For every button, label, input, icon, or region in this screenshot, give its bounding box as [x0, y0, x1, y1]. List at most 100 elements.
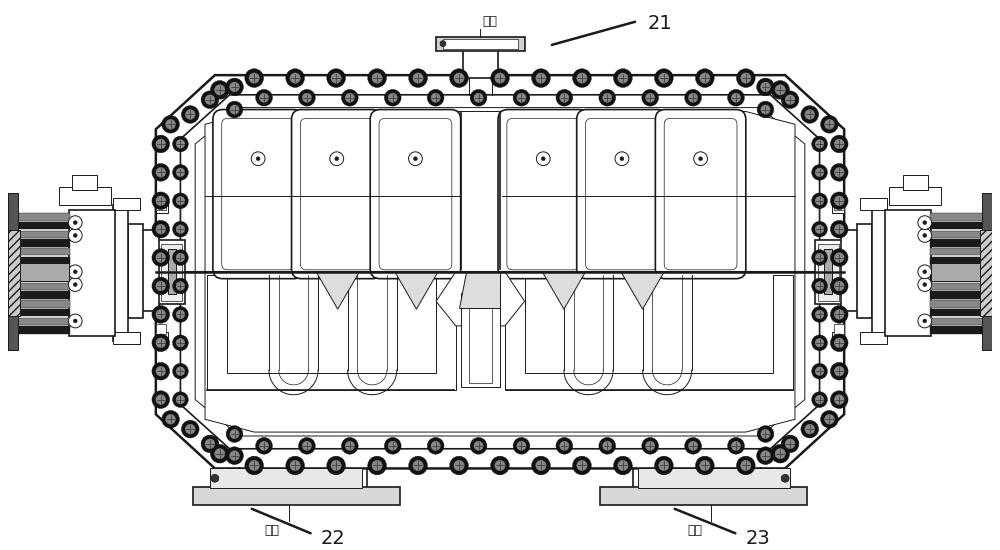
- Circle shape: [230, 430, 239, 439]
- Circle shape: [918, 278, 932, 292]
- Circle shape: [173, 136, 188, 152]
- Bar: [889, 187, 941, 205]
- Circle shape: [156, 196, 166, 206]
- Circle shape: [781, 474, 789, 482]
- Bar: [638, 469, 790, 488]
- Bar: [156, 200, 166, 210]
- Circle shape: [834, 366, 844, 376]
- Polygon shape: [395, 272, 438, 309]
- Circle shape: [830, 249, 848, 266]
- Bar: [832, 201, 844, 213]
- Circle shape: [541, 157, 545, 161]
- Bar: [832, 332, 844, 344]
- Circle shape: [302, 93, 312, 102]
- Circle shape: [761, 451, 770, 460]
- Bar: [18, 263, 69, 280]
- Circle shape: [68, 216, 82, 229]
- Circle shape: [256, 437, 272, 454]
- Circle shape: [156, 252, 166, 262]
- Polygon shape: [195, 108, 805, 436]
- FancyBboxPatch shape: [586, 118, 658, 270]
- Bar: [885, 210, 931, 336]
- Circle shape: [245, 456, 264, 475]
- Circle shape: [427, 437, 444, 454]
- Circle shape: [152, 192, 170, 210]
- Circle shape: [736, 69, 755, 87]
- Bar: [930, 230, 984, 238]
- Circle shape: [156, 139, 166, 149]
- Bar: [156, 324, 166, 334]
- Bar: [158, 240, 185, 304]
- Bar: [113, 205, 128, 340]
- Circle shape: [176, 225, 185, 234]
- Circle shape: [156, 366, 166, 376]
- Circle shape: [757, 101, 774, 118]
- Circle shape: [409, 456, 427, 475]
- FancyBboxPatch shape: [379, 118, 452, 270]
- Circle shape: [156, 395, 166, 404]
- Circle shape: [805, 109, 815, 119]
- Circle shape: [368, 456, 386, 475]
- Circle shape: [73, 221, 77, 224]
- Circle shape: [68, 265, 82, 279]
- Circle shape: [450, 456, 468, 475]
- Circle shape: [409, 69, 427, 87]
- Bar: [815, 240, 842, 304]
- Circle shape: [923, 319, 927, 323]
- Bar: [980, 229, 992, 316]
- Circle shape: [812, 335, 827, 351]
- Circle shape: [821, 410, 838, 428]
- Circle shape: [775, 85, 785, 95]
- Circle shape: [646, 441, 655, 450]
- Circle shape: [73, 283, 77, 287]
- Bar: [872, 205, 887, 340]
- Circle shape: [536, 460, 546, 471]
- FancyBboxPatch shape: [507, 118, 580, 270]
- FancyBboxPatch shape: [664, 118, 737, 270]
- Circle shape: [495, 460, 505, 471]
- Circle shape: [532, 456, 550, 475]
- Bar: [443, 39, 518, 48]
- Circle shape: [923, 283, 927, 287]
- Circle shape: [761, 105, 770, 114]
- Circle shape: [599, 90, 616, 106]
- Bar: [930, 257, 984, 264]
- Circle shape: [620, 157, 624, 161]
- Circle shape: [413, 460, 423, 471]
- Bar: [982, 193, 992, 350]
- Text: 出口: 出口: [482, 15, 497, 28]
- Bar: [168, 249, 176, 294]
- Circle shape: [185, 424, 195, 434]
- Circle shape: [331, 73, 341, 83]
- Bar: [16, 283, 70, 290]
- Circle shape: [812, 193, 827, 208]
- Circle shape: [173, 364, 188, 379]
- Circle shape: [156, 310, 166, 319]
- Circle shape: [327, 456, 345, 475]
- Circle shape: [226, 101, 243, 118]
- Circle shape: [384, 437, 401, 454]
- Circle shape: [830, 192, 848, 210]
- FancyBboxPatch shape: [292, 109, 382, 279]
- Bar: [16, 274, 70, 282]
- Circle shape: [388, 441, 397, 450]
- Circle shape: [815, 140, 824, 148]
- Circle shape: [331, 460, 341, 471]
- Circle shape: [736, 456, 755, 475]
- Bar: [72, 175, 97, 190]
- Circle shape: [259, 441, 269, 450]
- Circle shape: [450, 69, 468, 87]
- Circle shape: [812, 392, 827, 408]
- Circle shape: [834, 224, 844, 234]
- Circle shape: [812, 306, 827, 322]
- Circle shape: [815, 338, 824, 347]
- Bar: [600, 487, 807, 505]
- Circle shape: [413, 73, 423, 83]
- Circle shape: [699, 157, 703, 161]
- Circle shape: [176, 338, 185, 347]
- Circle shape: [536, 152, 550, 166]
- Circle shape: [815, 225, 824, 234]
- FancyBboxPatch shape: [222, 118, 294, 270]
- Circle shape: [834, 168, 844, 177]
- Circle shape: [805, 424, 815, 434]
